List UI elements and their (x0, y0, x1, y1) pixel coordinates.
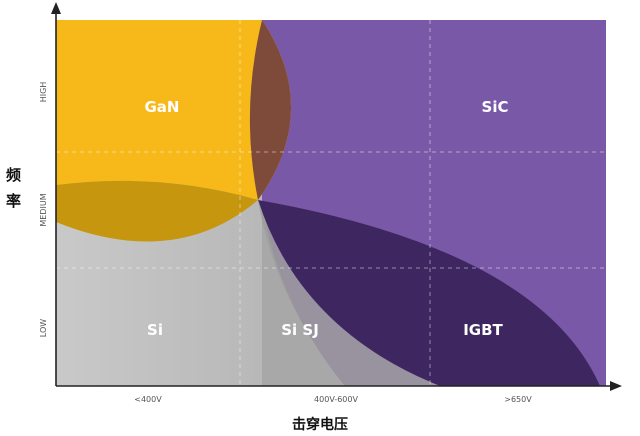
y-tick-medium: MEDIUM (39, 193, 48, 226)
grid (56, 20, 606, 386)
gan-region (56, 20, 292, 200)
region-label-sic: SiC (482, 98, 509, 116)
region-label-si-sj: Si SJ (281, 321, 319, 339)
igbt-region (258, 200, 600, 386)
region-label-gan: GaN (145, 98, 180, 116)
plot-area (56, 20, 606, 386)
y-tick-low: LOW (39, 319, 48, 337)
x-tick-above-650v: >650V (504, 395, 532, 404)
axes (51, 2, 622, 391)
y-axis-arrow-icon (51, 2, 61, 14)
si-sj-blend (258, 200, 440, 386)
region-label-si: Si (147, 321, 163, 339)
x-tick-below-400v: <400V (134, 395, 162, 404)
x-axis-arrow-icon (610, 381, 622, 391)
gan-sic-overlap (249, 20, 292, 200)
si-sj-region (262, 200, 345, 386)
y-axis-label-char-1: 频 (6, 166, 22, 184)
y-axis-label-char-2: 率 (6, 192, 22, 210)
y-tick-high: HIGH (39, 82, 48, 103)
region-label-igbt: IGBT (463, 321, 503, 339)
gan-si-overlap (56, 180, 258, 242)
x-tick-400v-600v: 400V-600V (314, 395, 358, 404)
x-axis-label: 击穿电压 (292, 417, 348, 433)
